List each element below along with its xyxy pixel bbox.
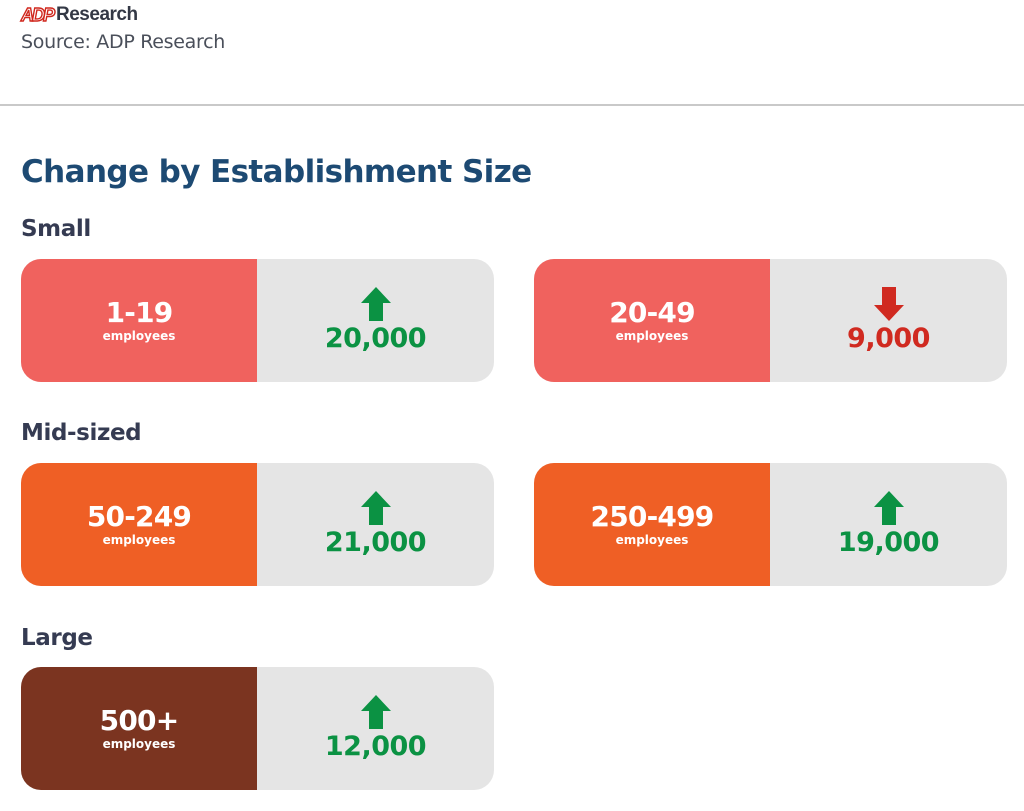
size-panel: 250-499 employees <box>534 463 770 586</box>
change-panel: 9,000 <box>770 259 1007 382</box>
card-50-249: 50-249 employees 21,000 <box>21 463 494 586</box>
change-panel: 21,000 <box>257 463 494 586</box>
card-500-plus: 500+ employees 12,000 <box>21 667 494 790</box>
size-range: 20-49 <box>609 295 695 329</box>
size-range: 250-499 <box>590 499 715 533</box>
change-value: 12,000 <box>324 731 427 763</box>
change-value: 21,000 <box>324 527 427 559</box>
source-text: Source: ADP Research <box>21 31 225 53</box>
change-value: 9,000 <box>847 323 930 355</box>
arrow-up-icon <box>360 287 391 322</box>
change-panel: 19,000 <box>770 463 1007 586</box>
section-label-mid-sized: Mid-sized <box>21 420 142 446</box>
change-panel: 20,000 <box>257 259 494 382</box>
section-label-small: Small <box>21 216 91 242</box>
size-panel: 50-249 employees <box>21 463 257 586</box>
size-panel: 20-49 employees <box>534 259 770 382</box>
size-unit: employees <box>102 737 176 752</box>
size-panel: 1-19 employees <box>21 259 257 382</box>
card-1-19: 1-19 employees 20,000 <box>21 259 494 382</box>
arrow-up-icon <box>873 491 904 526</box>
size-range: 50-249 <box>86 499 192 533</box>
size-range: 1-19 <box>105 295 174 329</box>
size-unit: employees <box>615 329 689 344</box>
header: ADP Research Source: ADP Research <box>20 3 225 53</box>
arrow-up-icon <box>360 491 391 526</box>
change-panel: 12,000 <box>257 667 494 790</box>
arrow-up-icon <box>360 695 391 730</box>
size-unit: employees <box>615 533 689 548</box>
section-label-large: Large <box>21 625 93 651</box>
size-panel: 500+ employees <box>21 667 257 790</box>
change-value: 19,000 <box>837 527 940 559</box>
logo: ADP Research <box>20 3 225 27</box>
card-250-499: 250-499 employees 19,000 <box>534 463 1007 586</box>
divider <box>0 104 1024 106</box>
change-value: 20,000 <box>324 323 427 355</box>
arrow-down-icon <box>873 287 904 322</box>
page-title: Change by Establishment Size <box>21 154 532 190</box>
card-20-49: 20-49 employees 9,000 <box>534 259 1007 382</box>
adp-logo-mark: ADP <box>20 5 55 25</box>
size-unit: employees <box>102 533 176 548</box>
size-range: 500+ <box>99 703 180 737</box>
size-unit: employees <box>102 329 176 344</box>
logo-word: Research <box>56 4 138 25</box>
